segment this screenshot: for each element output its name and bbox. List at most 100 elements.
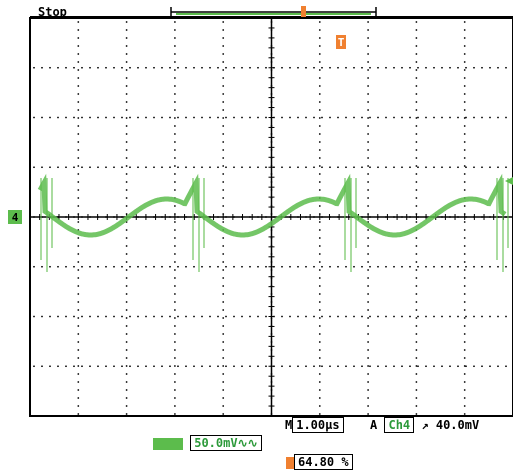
grid-dot (415, 181, 418, 183)
grid-dot (305, 66, 307, 69)
trigger-position-bar[interactable] (170, 6, 377, 18)
grid-dot (125, 141, 128, 143)
grid-dot (97, 365, 99, 368)
grid-dot (433, 365, 435, 368)
grid-dot (222, 245, 225, 247)
grid-dot (145, 315, 147, 318)
grid-dot (121, 66, 123, 69)
position-readout[interactable]: 64.80 % (286, 454, 353, 470)
timebase-readout[interactable]: M 1.00µs (285, 417, 344, 433)
grid-dot (81, 166, 83, 169)
grid-dot (463, 269, 466, 271)
grid-dot (281, 265, 283, 268)
grid-dot (125, 61, 128, 63)
grid-dot (174, 77, 176, 79)
grid-dot (415, 349, 418, 351)
grid-dot (125, 325, 128, 327)
grid-dot (463, 77, 466, 79)
trigger-point-marker[interactable]: T (336, 35, 346, 49)
grid-dot (417, 66, 419, 69)
grid-dot (289, 66, 291, 69)
grid-dot (415, 325, 418, 327)
trigger-readout[interactable]: A Ch4 ↗ 40.0mV (370, 417, 479, 433)
grid-dot (318, 253, 321, 255)
channel-scale-readout[interactable]: 50.0mV∿∿ (153, 435, 262, 451)
grid-dot (77, 413, 80, 415)
trigger-position-marker[interactable] (301, 6, 306, 18)
grid-dot (113, 265, 115, 268)
grid-dot (367, 277, 369, 279)
grid-dot (337, 365, 339, 368)
grid-dot (415, 381, 418, 383)
trigger-level-arrow-icon[interactable] (505, 177, 513, 185)
grid-dot (249, 365, 251, 368)
grid-dot (415, 341, 418, 343)
grid-dot (49, 265, 51, 268)
grid-dot (473, 66, 475, 69)
grid-dot (305, 315, 307, 318)
grid-dot (481, 315, 483, 318)
grid-dot (265, 66, 267, 69)
grid-dot (125, 365, 128, 367)
grid-dot (185, 166, 187, 169)
grid-dot (353, 66, 355, 69)
grid-dot (497, 365, 499, 368)
grid-dot (318, 413, 321, 415)
grid-dot (367, 61, 369, 63)
grid-dot (318, 61, 321, 63)
grid-dot (77, 341, 80, 343)
grid-dot (257, 166, 259, 169)
grid-dot (367, 117, 369, 119)
grid-dot (463, 21, 466, 23)
grid-dot (367, 205, 369, 207)
grid-dot (318, 21, 321, 23)
grid-dot (174, 253, 176, 255)
grid-dot (321, 116, 323, 119)
grid-dot (81, 365, 83, 368)
grid-dot (77, 285, 80, 287)
grid-dot (318, 317, 321, 319)
grid-dot (463, 245, 466, 247)
grid-dot (185, 116, 187, 119)
grid-dot (174, 261, 176, 263)
grid-dot (77, 21, 80, 23)
grid-dot (505, 116, 507, 119)
channel-ground-marker[interactable]: 4 (8, 210, 22, 224)
grid-dot (457, 116, 459, 119)
grid-dot (153, 265, 155, 268)
grid-dot (415, 293, 418, 295)
grid-dot (449, 265, 451, 268)
grid-dot (318, 341, 321, 343)
grid-dot (225, 116, 227, 119)
grid-dot (77, 29, 80, 31)
grid-dot (318, 381, 321, 383)
grid-dot (345, 166, 347, 169)
grid-dot (222, 125, 225, 127)
grid-dot (465, 365, 467, 368)
grid-dot (174, 229, 176, 231)
grid-dot (353, 265, 355, 268)
grid-dot (441, 166, 443, 169)
grid-dot (125, 125, 128, 127)
grid-dot (125, 173, 128, 175)
grid-dot (449, 66, 451, 69)
grid-dot (222, 141, 225, 143)
grid-dot (77, 293, 80, 295)
grid-dot (489, 315, 491, 318)
grid-dot (318, 93, 321, 95)
grid-dot (318, 85, 321, 87)
grid-dot (367, 229, 369, 231)
channel-marker-label: 4 (12, 211, 19, 224)
grid-dot (345, 365, 347, 368)
grid-dot (105, 315, 107, 318)
grid-dot (77, 37, 80, 39)
grid-dot (425, 116, 427, 119)
grid-dot (415, 357, 418, 359)
grid-dot (125, 133, 128, 135)
grid-dot (257, 66, 259, 69)
grid-dot (174, 189, 176, 191)
grid-dot (174, 181, 176, 183)
grid-dot (318, 45, 321, 47)
grid-dot (463, 293, 466, 295)
grid-dot (449, 166, 451, 169)
